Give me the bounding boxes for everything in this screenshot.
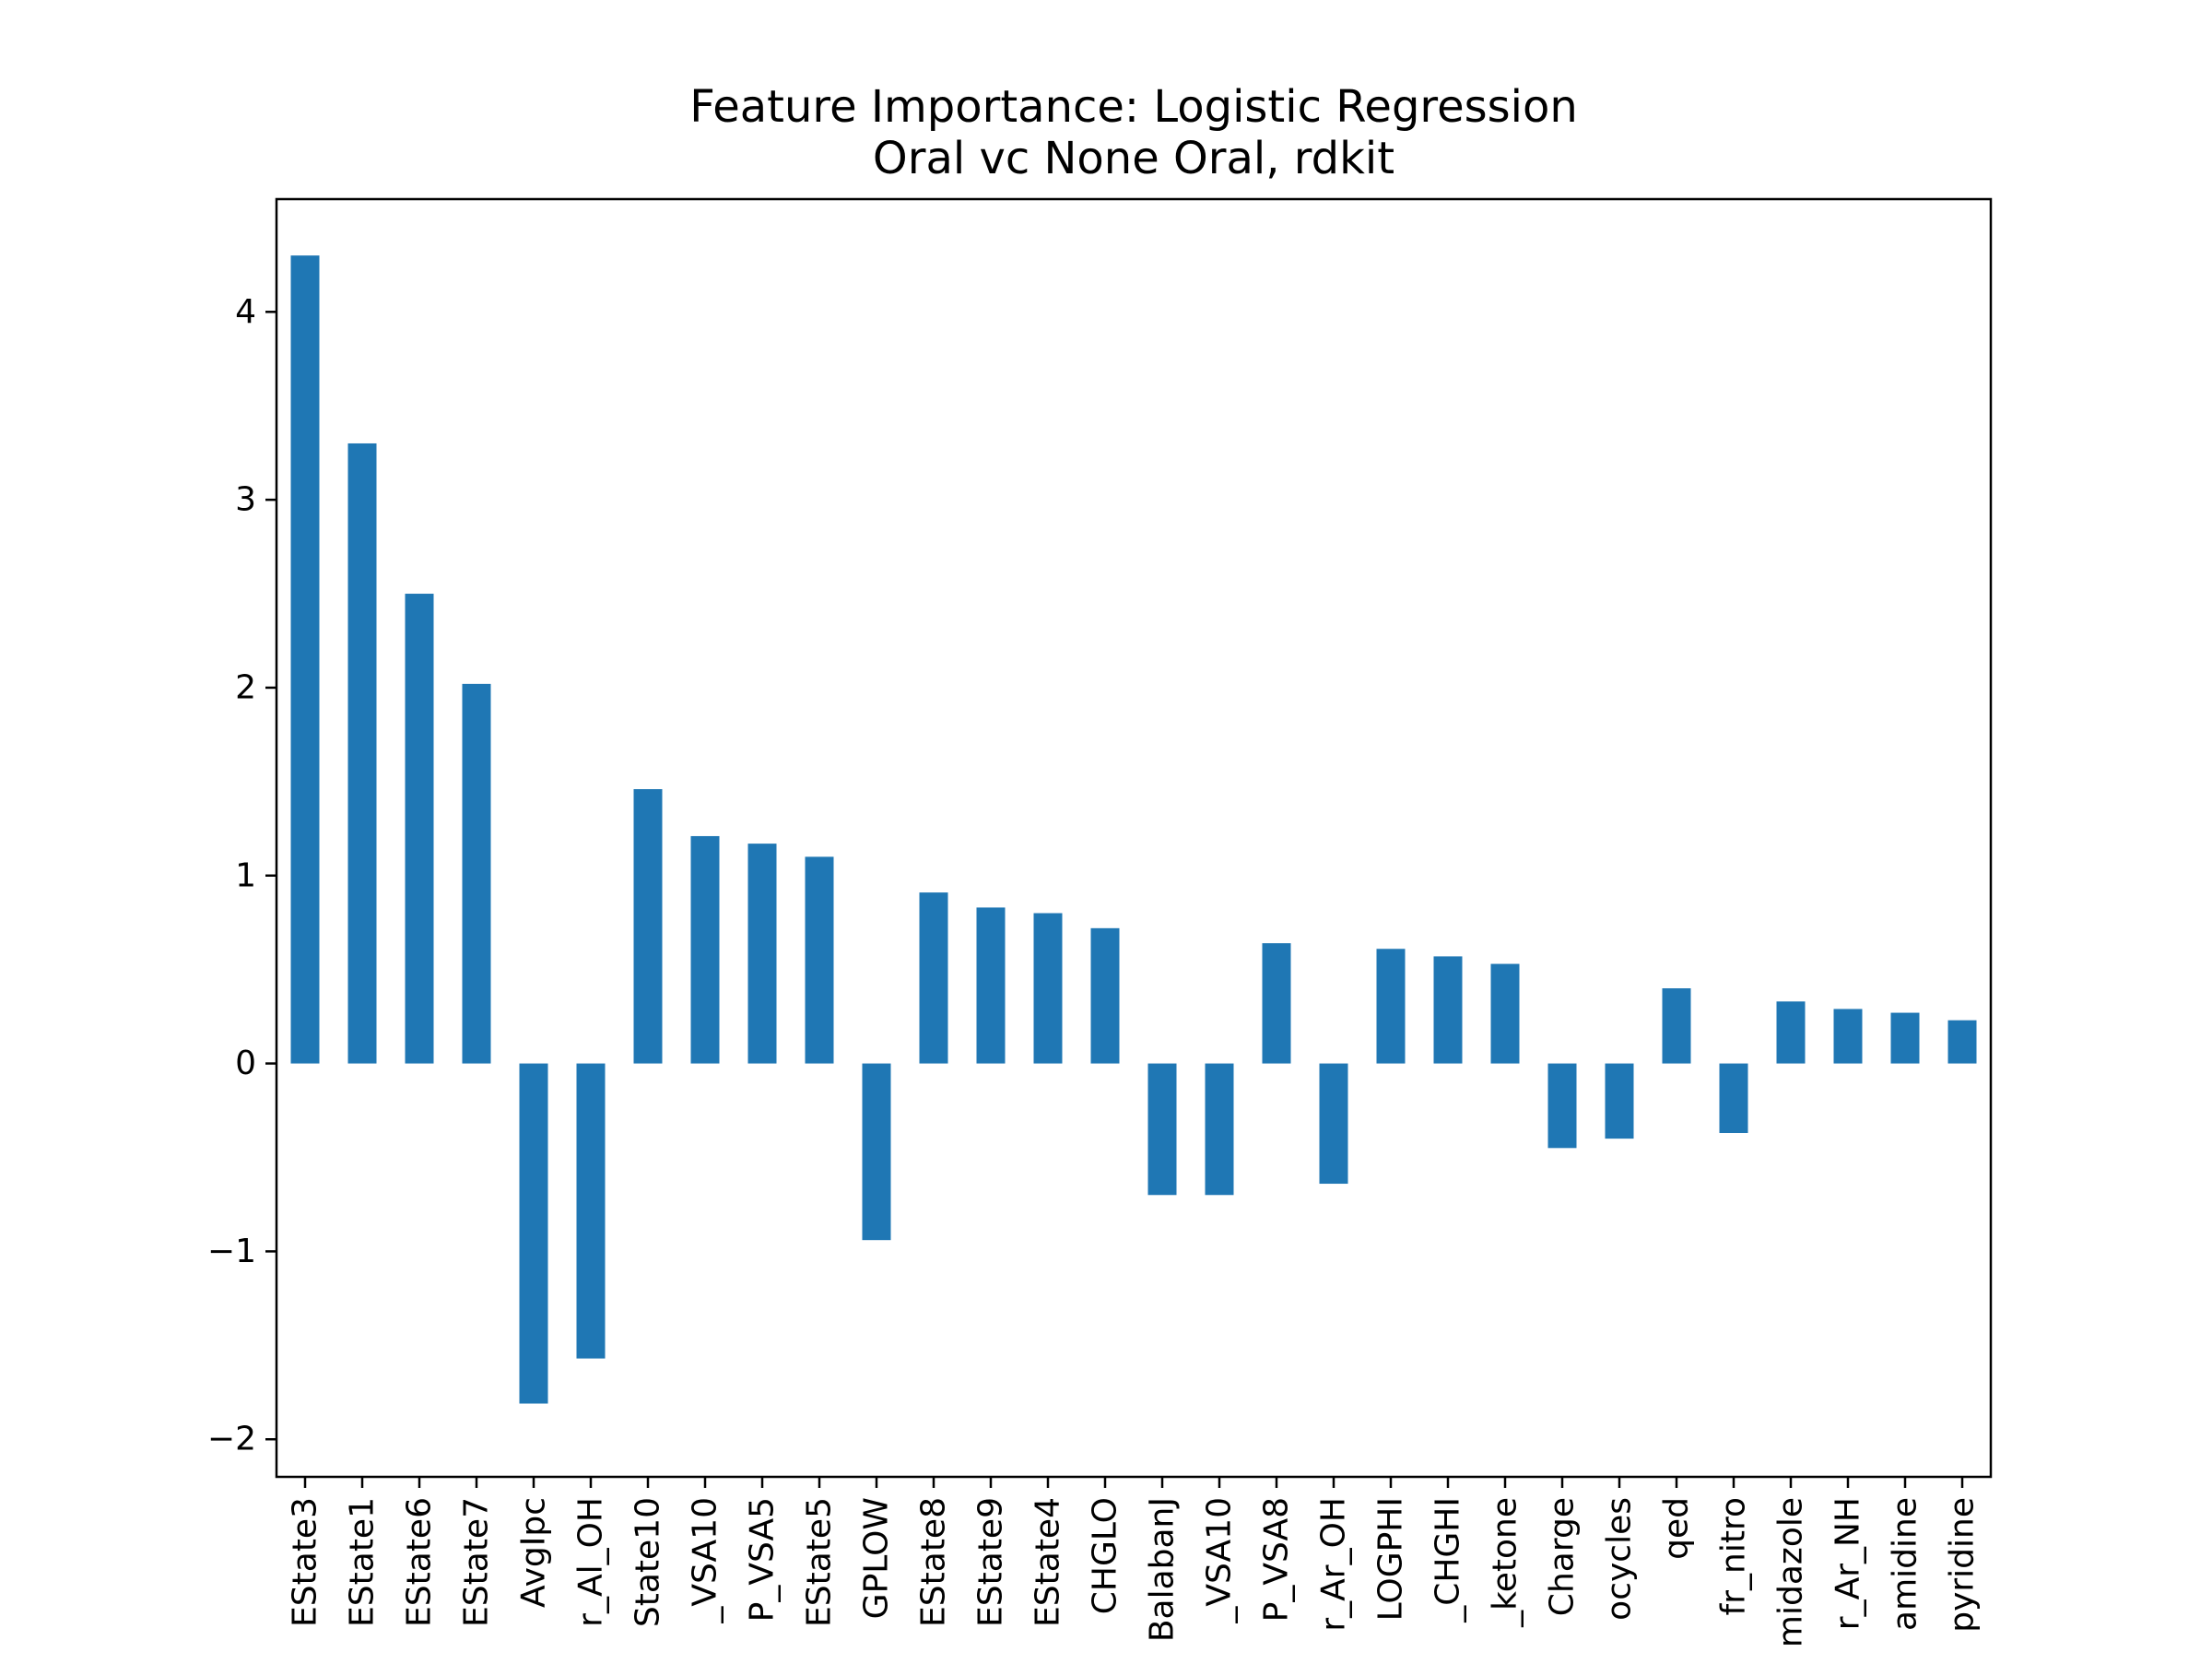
bar-29 bbox=[1890, 1012, 1920, 1064]
y-tick-label: 3 bbox=[235, 481, 256, 519]
x-tick-label: State10 bbox=[629, 1497, 667, 1627]
x-tick-label: r_Al_OH bbox=[572, 1497, 610, 1627]
x-tick-label: EState9 bbox=[972, 1497, 1010, 1627]
x-tick-label: EState3 bbox=[287, 1497, 324, 1627]
bar-13 bbox=[976, 907, 1006, 1064]
x-tick-label: P_VSA8 bbox=[1258, 1497, 1296, 1622]
x-tick-label: ocycles bbox=[1601, 1497, 1639, 1621]
x-tick-label: _VSA10 bbox=[687, 1497, 724, 1624]
bar-11 bbox=[862, 1063, 891, 1241]
x-tick-label: r_Ar_OH bbox=[1315, 1497, 1353, 1632]
y-tick-label: 2 bbox=[235, 668, 256, 706]
y-tick-label: 0 bbox=[235, 1044, 256, 1082]
chart-title: Feature Importance: Logistic Regression bbox=[689, 81, 1578, 133]
x-tick-label: qed bbox=[1658, 1497, 1696, 1560]
bar-14 bbox=[1033, 913, 1063, 1064]
bar-23 bbox=[1547, 1063, 1577, 1149]
bar-28 bbox=[1833, 1009, 1863, 1064]
x-tick-label: EState8 bbox=[915, 1497, 953, 1627]
bar-18 bbox=[1262, 943, 1291, 1064]
bar-25 bbox=[1662, 988, 1691, 1064]
bar-10 bbox=[805, 856, 834, 1064]
bar-30 bbox=[1947, 1020, 1977, 1064]
bar-22 bbox=[1490, 963, 1520, 1064]
bar-26 bbox=[1719, 1063, 1748, 1134]
x-tick-label: EState4 bbox=[1030, 1497, 1067, 1627]
bar-15 bbox=[1090, 927, 1120, 1064]
x-tick-label: EState5 bbox=[801, 1497, 839, 1627]
bar-4 bbox=[462, 683, 491, 1064]
x-tick-label: EState1 bbox=[344, 1497, 382, 1627]
bar-20 bbox=[1376, 949, 1406, 1064]
bar-17 bbox=[1205, 1063, 1234, 1196]
bar-2 bbox=[347, 443, 377, 1064]
y-axis: −2 −1 0 1 2 3 4 bbox=[207, 293, 276, 1458]
bar-21 bbox=[1433, 956, 1463, 1064]
x-tick-label: AvgIpc bbox=[515, 1497, 553, 1608]
x-tick-label: pyridine bbox=[1944, 1497, 1982, 1633]
x-tick-label: _CHGHI bbox=[1430, 1497, 1467, 1623]
y-tick-label: −1 bbox=[207, 1233, 256, 1270]
x-tick-label: Charge bbox=[1544, 1497, 1582, 1616]
x-tick-label: r_Ar_NH bbox=[1830, 1497, 1867, 1630]
chart-subtitle: Oral vc None Oral, rdkit bbox=[873, 133, 1394, 184]
bar-1 bbox=[290, 255, 320, 1064]
y-tick-label: −2 bbox=[207, 1421, 256, 1458]
bar-5 bbox=[519, 1063, 548, 1404]
x-tick-label: _VSA10 bbox=[1201, 1497, 1239, 1624]
bar-16 bbox=[1147, 1063, 1177, 1196]
plot-frame bbox=[275, 197, 1993, 1479]
bars-layer bbox=[290, 255, 1977, 1404]
bar-9 bbox=[747, 844, 777, 1064]
x-tick-label: fr_nitro bbox=[1715, 1497, 1753, 1615]
x-tick-label: BalabanJ bbox=[1144, 1497, 1182, 1642]
x-tick-label: GPLOW bbox=[858, 1497, 896, 1619]
bar-19 bbox=[1319, 1063, 1348, 1185]
y-tick-label: 4 bbox=[235, 293, 256, 331]
x-tick-label: midazole bbox=[1772, 1497, 1810, 1647]
x-axis: EState3 EState1 EState6 EState7 AvgIpc r_Al_O… bbox=[287, 1477, 1982, 1647]
x-tick-label: LOGPHI bbox=[1372, 1497, 1410, 1621]
x-tick-label: CHGLO bbox=[1087, 1497, 1124, 1614]
bar-6 bbox=[576, 1063, 606, 1359]
bar-3 bbox=[405, 594, 434, 1064]
y-tick-label: 1 bbox=[235, 856, 256, 894]
x-tick-label: amidine bbox=[1887, 1497, 1924, 1631]
bar-12 bbox=[919, 892, 948, 1064]
x-tick-label: P_VSA5 bbox=[744, 1497, 782, 1622]
bar-24 bbox=[1605, 1063, 1634, 1139]
bar-8 bbox=[690, 835, 720, 1064]
x-tick-label: _ketone bbox=[1487, 1497, 1524, 1628]
x-tick-label: EState7 bbox=[458, 1497, 496, 1627]
x-tick-label: EState6 bbox=[401, 1497, 439, 1627]
bar-27 bbox=[1776, 1001, 1806, 1064]
bar-7 bbox=[633, 789, 663, 1064]
